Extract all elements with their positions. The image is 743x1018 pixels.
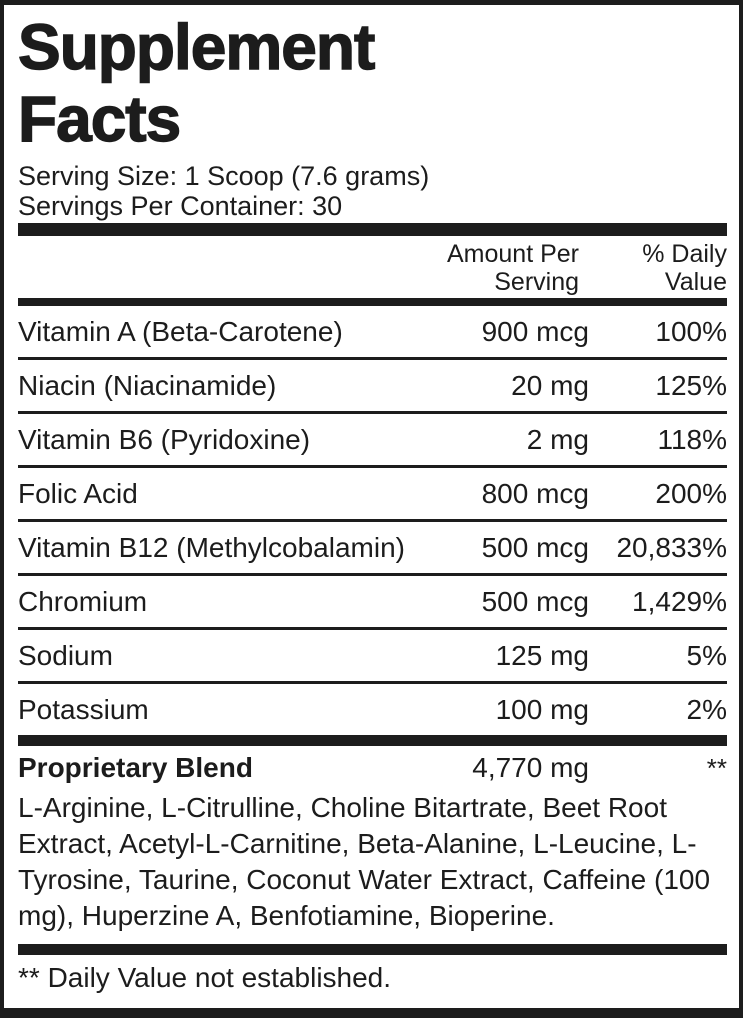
table-row: Folic Acid 800 mcg 200% xyxy=(18,468,727,522)
nutrient-daily-value: 20,833% xyxy=(616,531,727,563)
nutrient-name: Sodium xyxy=(18,639,113,671)
nutrient-amount: 100 mg xyxy=(495,693,589,725)
nutrient-name: Folic Acid xyxy=(18,477,138,509)
blend-daily-value: ** xyxy=(706,752,727,783)
nutrient-daily-value: 125% xyxy=(655,369,727,401)
divider-thick-top xyxy=(18,223,727,236)
blend-ingredients: L-Arginine, L-Citrulline, Choline Bitart… xyxy=(18,792,711,931)
divider-footnote xyxy=(18,944,727,955)
nutrient-name: Vitamin B6 (Pyridoxine) xyxy=(18,423,311,455)
serving-info: Serving Size: 1 Scoop (7.6 grams) Servin… xyxy=(18,161,727,221)
blend-amount: 4,770 mg xyxy=(472,752,589,783)
servings-per-container: Servings Per Container: 30 xyxy=(18,191,343,221)
table-row: Vitamin A (Beta-Carotene) 900 mcg 100% xyxy=(18,306,727,360)
table-row: Sodium 125 mg 5% xyxy=(18,630,727,684)
proprietary-blend-row: Proprietary Blend 4,770 mg ** xyxy=(18,748,727,788)
divider-blend xyxy=(18,735,727,746)
column-header-amount: Amount Per Serving xyxy=(446,240,579,296)
nutrient-name: Vitamin A (Beta-Carotene) xyxy=(18,315,343,347)
nutrient-amount: 500 mcg xyxy=(481,531,589,563)
nutrient-amount: 20 mg xyxy=(511,369,589,401)
nutrient-name: Potassium xyxy=(18,693,149,725)
table-row: Vitamin B6 (Pyridoxine) 2 mg 118% xyxy=(18,414,727,468)
table-row: Chromium 500 mcg 1,429% xyxy=(18,576,727,630)
nutrient-daily-value: 200% xyxy=(655,477,727,509)
nutrient-amount: 2 mg xyxy=(526,423,589,455)
table-row: Potassium 100 mg 2% xyxy=(18,684,727,735)
nutrient-daily-value: 5% xyxy=(686,639,727,671)
blend-name: Proprietary Blend xyxy=(18,752,253,783)
nutrient-daily-value: 118% xyxy=(657,423,727,455)
nutrient-amount: 500 mcg xyxy=(481,585,589,617)
nutrient-amount: 125 mg xyxy=(495,639,589,671)
nutrient-daily-value: 1,429% xyxy=(632,585,727,617)
nutrient-amount: 900 mcg xyxy=(481,315,589,347)
table-row: Vitamin B12 (Methylcobalamin) 500 mcg 20… xyxy=(18,522,727,576)
panel-title: Supplement Facts xyxy=(17,10,727,155)
panel-title-line2: Facts xyxy=(17,82,182,155)
nutrient-daily-value: 100% xyxy=(655,315,727,347)
panel-title-line1: Supplement xyxy=(17,10,376,83)
daily-value-footnote: ** Daily Value not established. xyxy=(18,962,392,993)
divider-header xyxy=(18,298,727,306)
nutrient-name: Chromium xyxy=(18,585,148,617)
nutrient-amount: 800 mcg xyxy=(481,477,589,509)
nutrient-name: Vitamin B12 (Methylcobalamin) xyxy=(18,531,405,563)
table-row: Niacin (Niacinamide) 20 mg 125% xyxy=(18,360,727,414)
column-header-daily-value: % Daily Value xyxy=(642,240,727,296)
serving-size: Serving Size: 1 Scoop (7.6 grams) xyxy=(18,161,430,191)
table-header-row: Amount Per Serving % Daily Value xyxy=(18,236,727,298)
nutrient-name: Niacin (Niacinamide) xyxy=(18,369,277,401)
nutrient-daily-value: 2% xyxy=(686,693,727,725)
